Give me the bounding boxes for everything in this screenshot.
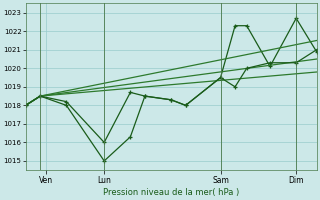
X-axis label: Pression niveau de la mer( hPa ): Pression niveau de la mer( hPa ) xyxy=(103,188,239,197)
